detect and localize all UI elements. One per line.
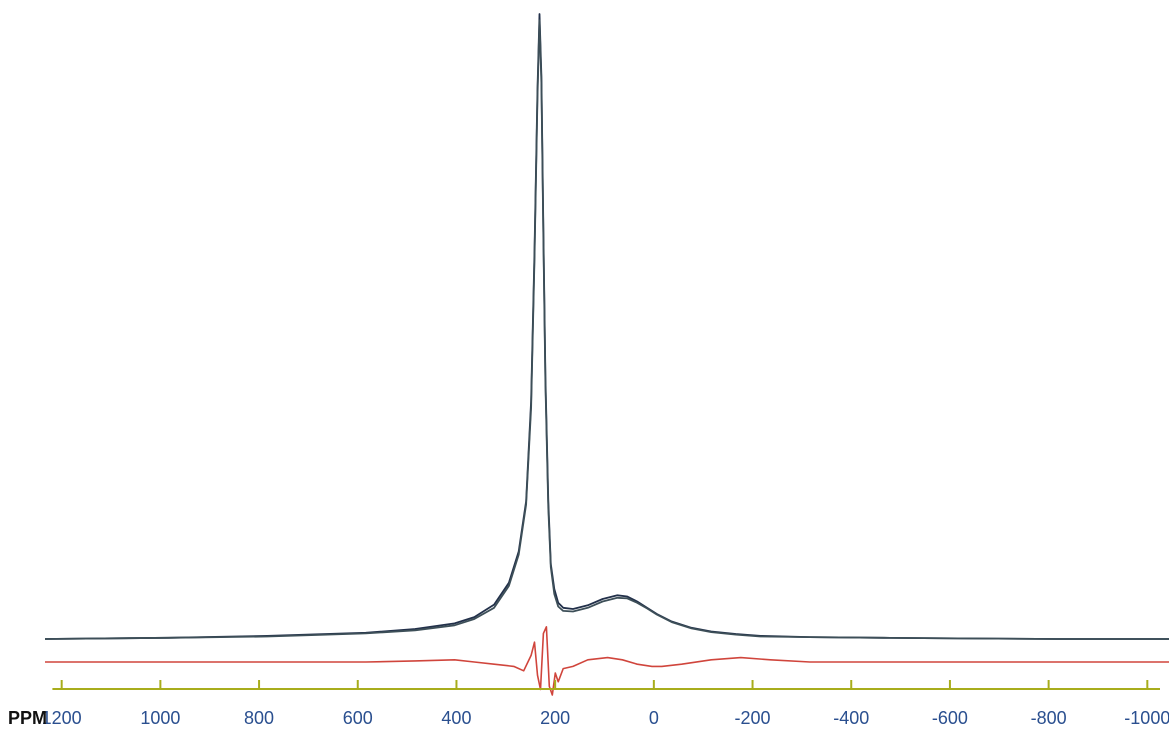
- tick-label--600: -600: [932, 708, 968, 728]
- tick-label-400: 400: [441, 708, 471, 728]
- tick-label--1000: -1000: [1124, 708, 1169, 728]
- fit-series-line: [44, 19, 1169, 640]
- tick-label-0: 0: [649, 708, 659, 728]
- axis-unit-label: PPM: [8, 708, 47, 728]
- tick-label-1000: 1000: [140, 708, 180, 728]
- tick-label--800: -800: [1031, 708, 1067, 728]
- tick-label-200: 200: [540, 708, 570, 728]
- experimental-series-line: [44, 13, 1169, 640]
- ppm-axis: 1200 1000 800 600 400 200 0 -200 -400 -600 -800 -10…: [42, 680, 1169, 728]
- tick-label--400: -400: [833, 708, 869, 728]
- spectrum-series-group: [44, 13, 1169, 696]
- residual-series-line: [45, 625, 1169, 696]
- tick-label--200: -200: [735, 708, 771, 728]
- tick-label-1200: 1200: [42, 708, 82, 728]
- tick-label-800: 800: [244, 708, 274, 728]
- tick-label-600: 600: [343, 708, 373, 728]
